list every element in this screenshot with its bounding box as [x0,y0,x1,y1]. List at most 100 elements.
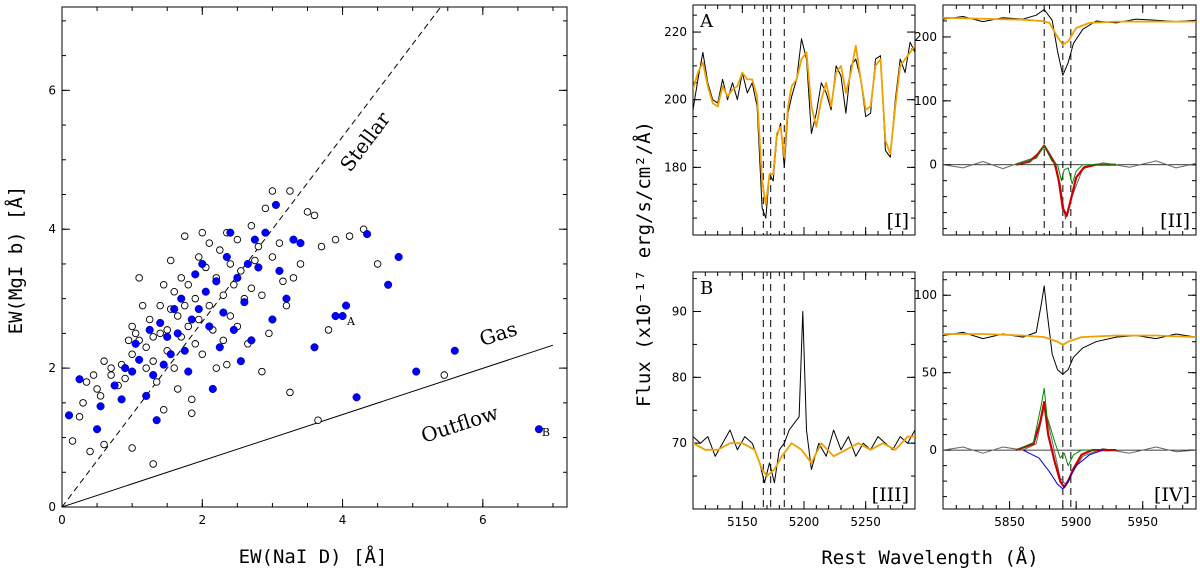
filled-point [191,270,200,279]
panel-frame [942,271,1197,510]
open-point [345,232,354,240]
wavelength-x-label: Rest Wavelength (Å) [821,546,1038,569]
open-point [149,333,157,341]
open-point [188,395,196,404]
open-point [96,392,105,400]
open-point [184,281,192,289]
open-point [156,329,164,338]
y-tick-label: 80 [672,370,687,384]
observed-spectrum [693,38,915,219]
open-point [159,406,168,414]
open-point [296,260,305,268]
filled-point [254,263,263,272]
open-point [268,253,277,261]
open-point [440,371,449,379]
filled-point [198,259,207,268]
annotation-outflow: Outflow [418,400,501,447]
filled-point [170,305,179,314]
y-tick-label: 2 [48,361,56,375]
filled-point [145,325,154,334]
annotation-gas: Gas [476,316,520,351]
filled-point [208,384,217,393]
y-tick-label: 90 [672,305,687,319]
open-point [223,360,231,369]
open-point [142,364,150,372]
spectrum-panel-IV: 5850 5900 5950 0 50 100 [IV] [914,271,1197,529]
open-point [254,242,263,251]
filled-point [275,266,284,275]
filled-point [212,277,221,286]
open-point [124,336,133,345]
open-point [282,301,291,310]
components-spectrum [1016,145,1117,185]
scatter-panel: 0 2 4 6 0 2 4 6 Stellar Gas Outflow A B [48,6,568,527]
filled-point [331,311,340,321]
open-point [373,260,382,268]
scatter-y-label: EW(MgI b) [Å] [4,186,27,335]
filled-point [142,391,151,400]
open-point [142,343,150,352]
filled-point [166,350,175,359]
model-spectrum [693,435,915,478]
spectrum-panel-III: 5150 5200 5250 70 80 90 B [III] [672,271,916,529]
filled-point [240,298,249,307]
filled-point [271,200,280,209]
open-point [198,350,207,358]
panel-frame [692,4,916,236]
open-point [180,232,189,240]
fit-spectrum [1015,144,1117,217]
open-point [93,385,101,393]
flux-y-label: Flux (x10⁻¹⁷ erg/s/cm²/Å) [632,121,655,407]
x-tick-label: 4 [339,513,347,527]
open-point [180,301,189,310]
y-tick-label: 100 [914,94,937,108]
panel-tag: [I] [887,210,909,232]
open-point [279,277,287,286]
open-point [128,444,136,452]
filled-point [131,339,140,348]
open-point [159,281,168,289]
open-point [100,357,108,365]
filled-point [261,228,270,237]
open-point [184,322,192,331]
open-point [258,291,266,299]
panel-letter: B [700,278,713,299]
model-spectrum [693,44,915,206]
filled-point [450,346,459,355]
open-point [156,301,164,310]
open-point [247,221,256,230]
filled-point [534,425,543,434]
y-tick-label: 100 [914,288,937,302]
x-tick-label: 5950 [1127,515,1158,529]
filled-point [117,395,126,404]
y-tick-label: 50 [922,366,937,380]
observed-spectrum [693,311,915,484]
filled-point [135,355,144,364]
open-point [135,274,143,282]
filled-point [184,367,193,376]
x-tick-label: 5200 [789,515,820,529]
x-tick-label: 5250 [850,515,881,529]
open-point [198,228,207,237]
y-tick-label: 0 [48,500,56,514]
annotation-stellar: Stellar [335,107,395,176]
broad-spectrum [1022,449,1103,490]
filled-point [236,357,245,366]
filled-point [226,228,235,237]
open-point [149,460,157,468]
open-point [166,256,175,265]
open-point [226,312,235,320]
filled-point [187,315,196,324]
open-point [310,211,319,220]
scatter-x-label: EW(NaI D) [Å] [239,545,388,568]
y-tick-label: 70 [672,436,687,450]
observed-spectrum [943,9,1196,76]
open-point [82,378,91,386]
spectrum-panel-II: 0 100 200 [II] [914,4,1197,236]
fit-spectrum [1015,401,1117,489]
filled-point [219,308,228,317]
filled-point [96,402,105,411]
y-tick-label: 0 [929,443,937,457]
open-point [75,412,84,421]
